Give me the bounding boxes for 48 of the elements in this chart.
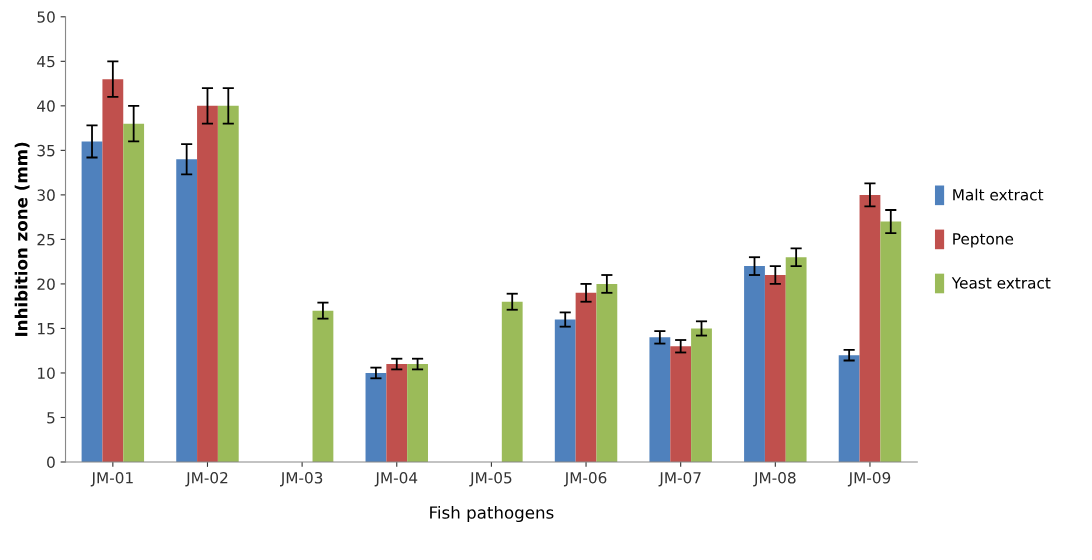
y-tick-label: 25 (37, 233, 55, 246)
legend-label: Yeast extract (951, 277, 1051, 289)
bar (176, 159, 198, 462)
x-tick-label: JM-07 (658, 471, 701, 487)
bar (554, 319, 576, 462)
bar (838, 355, 860, 462)
x-tick-label: JM-03 (280, 471, 323, 487)
bar (764, 275, 786, 462)
bar (575, 292, 597, 462)
bar (197, 105, 218, 462)
x-tick-label: JM-01 (90, 471, 133, 487)
y-tick-label: 30 (37, 189, 55, 201)
bar (123, 123, 145, 462)
legend-label: Malt extract (953, 188, 1044, 201)
y-tick-label: 40 (37, 100, 55, 112)
y-tick-label: 45 (37, 55, 55, 68)
legend-label: Peptone (953, 233, 1014, 248)
y-axis-title: Inhibition zone (mm) (14, 142, 30, 336)
x-tick-label: JM-09 (847, 471, 891, 487)
y-tick-label: 15 (38, 323, 55, 335)
bar (102, 79, 124, 462)
bar (691, 328, 712, 462)
bar (859, 194, 881, 462)
x-tick-label: JM-08 (753, 471, 796, 487)
y-tick-label: 50 (37, 11, 55, 23)
bar (81, 141, 103, 462)
x-tick-label: JM-06 (563, 471, 607, 487)
bar (596, 283, 618, 462)
bar (880, 221, 902, 462)
x-axis-title: Fish pathogens (430, 505, 554, 523)
bar (670, 346, 692, 462)
y-tick-label: 35 (37, 144, 55, 157)
y-tick-label: 5 (47, 412, 55, 424)
x-tick-label: JM-04 (374, 471, 418, 487)
bar (407, 364, 428, 462)
bar (785, 257, 807, 462)
y-tick-label: 0 (47, 456, 55, 469)
y-tick-label: 10 (38, 367, 55, 379)
bar (312, 310, 334, 462)
bar (365, 372, 387, 462)
bar (744, 266, 765, 462)
bar (386, 364, 408, 462)
x-tick-label: JM-05 (469, 471, 512, 487)
x-tick-label: JM-02 (185, 471, 228, 487)
bar (217, 105, 239, 462)
y-tick-label: 20 (37, 278, 55, 290)
bar (649, 337, 671, 462)
bar (501, 301, 523, 462)
